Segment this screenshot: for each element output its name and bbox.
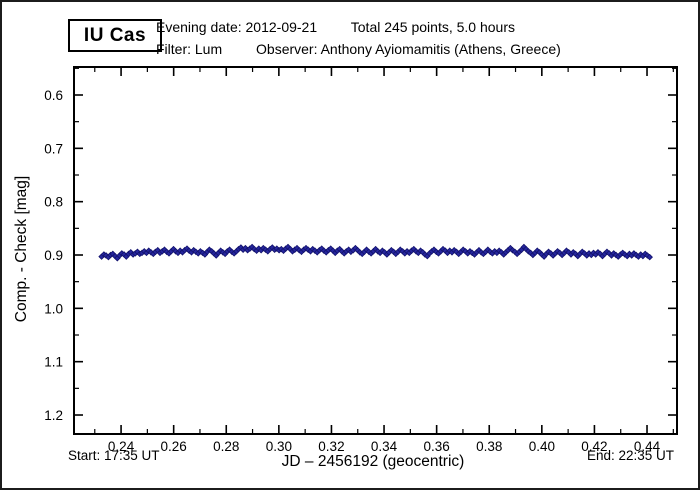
svg-text:1.0: 1.0 xyxy=(44,301,63,316)
svg-text:0.30: 0.30 xyxy=(266,439,292,454)
svg-text:1.1: 1.1 xyxy=(44,355,63,370)
svg-text:0.32: 0.32 xyxy=(318,439,344,454)
axis-ticks xyxy=(75,67,676,433)
header-line-1: Evening date: 2012-09-21 Total 245 point… xyxy=(156,19,515,35)
svg-text:0.28: 0.28 xyxy=(213,439,239,454)
observer-label: Observer: Anthony Ayiomamitis (Athens, G… xyxy=(256,41,561,57)
evening-date-label: Evening date: 2012-09-21 xyxy=(156,19,318,35)
svg-text:1.2: 1.2 xyxy=(44,408,63,423)
end-time-label: End: 22:35 UT xyxy=(586,448,674,463)
svg-text:0.8: 0.8 xyxy=(44,195,63,210)
tick-labels: 0.24 0.26 0.28 0.30 0.32 0.34 0.36 0.38 0.40 0.42… xyxy=(44,88,660,454)
filter-label: Filter: Lum xyxy=(156,41,223,57)
svg-text:0.42: 0.42 xyxy=(581,439,607,454)
svg-text:0.9: 0.9 xyxy=(44,248,63,263)
svg-text:0.34: 0.34 xyxy=(371,439,398,454)
header-line-2: Filter: Lum Observer: Anthony Ayiomamiti… xyxy=(156,41,561,57)
plot-frame xyxy=(73,66,678,435)
svg-text:0.7: 0.7 xyxy=(44,141,63,156)
y-axis-title: Comp. - Check [mag] xyxy=(13,175,30,323)
svg-text:0.40: 0.40 xyxy=(529,439,555,454)
start-time-label: Start: 17:35 UT xyxy=(68,448,160,463)
svg-text:0.44: 0.44 xyxy=(634,439,661,454)
svg-text:0.36: 0.36 xyxy=(424,439,450,454)
data-points xyxy=(98,243,653,262)
svg-text:0.26: 0.26 xyxy=(161,439,187,454)
svg-text:0.38: 0.38 xyxy=(476,439,502,454)
star-name: IU Cas xyxy=(83,24,147,46)
data-point xyxy=(646,253,653,261)
x-axis-title: JD – 2456192 (geocentric) xyxy=(281,453,465,470)
svg-text:0.6: 0.6 xyxy=(44,88,63,103)
total-points-label: Total 245 points, 5.0 hours xyxy=(350,19,515,35)
star-name-box: IU Cas xyxy=(68,19,162,52)
svg-text:0.24: 0.24 xyxy=(108,439,135,454)
